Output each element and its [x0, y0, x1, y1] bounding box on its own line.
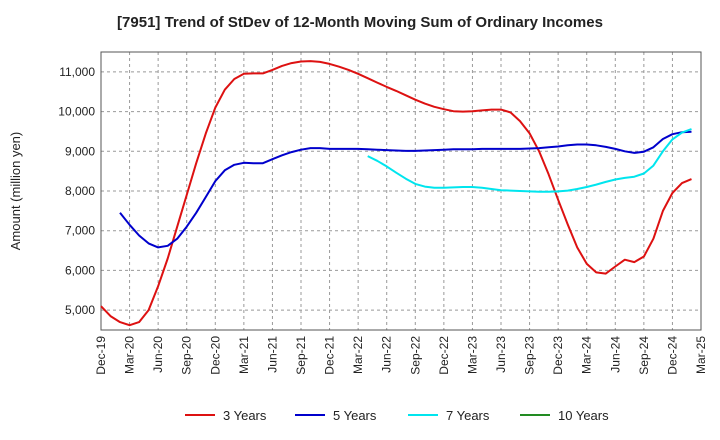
legend-label: 3 Years [223, 408, 267, 423]
x-tick-label: Dec-23 [551, 336, 565, 375]
series-lines [100, 60, 692, 327]
x-tick-label: Jun-21 [265, 336, 279, 373]
x-tick-label: Jun-20 [151, 336, 165, 373]
x-tick-label: Sep-21 [294, 336, 308, 375]
chart-title: [7951] Trend of StDev of 12-Month Moving… [117, 14, 603, 31]
y-axis-title: Amount (million yen) [8, 132, 23, 251]
x-tick-label: Mar-23 [465, 336, 479, 374]
y-axis-ticks: 5,000 6,000 7,000 8,000 9,000 10,000 11,000 [58, 65, 95, 317]
x-tick-label: Dec-19 [94, 336, 108, 375]
x-tick-label: Dec-22 [437, 336, 451, 375]
y-tick-label: 5,000 [65, 303, 95, 317]
x-tick-label: Mar-22 [351, 336, 365, 374]
x-tick-label: Dec-21 [323, 336, 337, 375]
x-tick-label: Mar-24 [580, 336, 594, 374]
x-tick-label: Dec-20 [208, 336, 222, 375]
x-tick-label: Jun-24 [608, 336, 622, 373]
x-tick-label: Sep-23 [523, 336, 537, 375]
y-tick-label: 10,000 [58, 105, 95, 119]
x-axis-ticks: Dec-19 Mar-20 Jun-20 Sep-20 Dec-20 Mar-21 Jun-… [94, 336, 708, 375]
series-line-3-years [100, 60, 692, 327]
x-tick-label: Mar-21 [237, 336, 251, 374]
x-tick-label: Mar-20 [123, 336, 137, 374]
x-tick-label: Jun-23 [494, 336, 508, 373]
y-tick-label: 7,000 [65, 224, 95, 238]
x-tick-label: Jun-22 [380, 336, 394, 373]
legend-label: 10 Years [558, 408, 609, 423]
legend-label: 5 Years [333, 408, 377, 423]
legend-label: 7 Years [446, 408, 490, 423]
series-line-5-years [119, 130, 692, 249]
x-tick-label: Sep-20 [180, 336, 194, 375]
x-tick-label: Dec-24 [665, 336, 679, 375]
y-tick-label: 8,000 [65, 184, 95, 198]
x-tick-label: Sep-22 [408, 336, 422, 375]
y-tick-label: 11,000 [59, 65, 95, 79]
x-tick-label: Mar-25 [694, 336, 708, 374]
y-tick-label: 6,000 [65, 263, 95, 277]
legend: 3 Years 5 Years 7 Years 10 Years [185, 408, 609, 423]
plot-area-frame [100, 51, 702, 331]
y-tick-label: 9,000 [65, 144, 95, 158]
series-line-7-years [367, 128, 692, 193]
x-tick-label: Sep-24 [637, 336, 651, 375]
